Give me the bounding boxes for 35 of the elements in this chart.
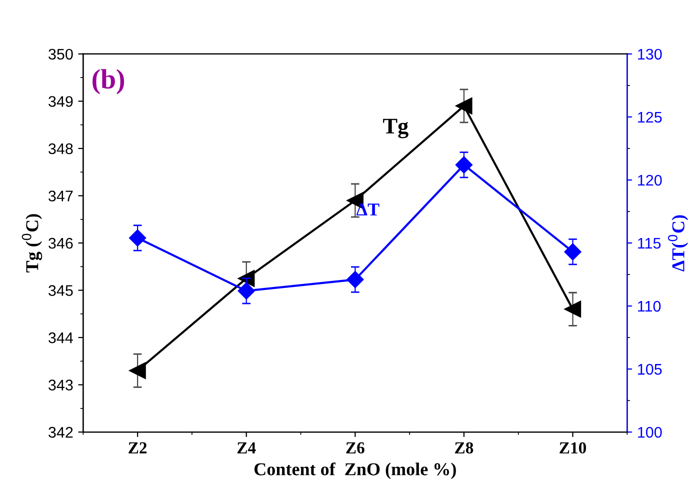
point bbox=[238, 282, 255, 300]
x-tick-label: Z8 bbox=[455, 442, 474, 454]
y2-tick-label: 100 bbox=[638, 426, 662, 438]
y-tick-label: 343 bbox=[48, 380, 73, 390]
y2-axis-title: ΔT($^{0}$C) bbox=[668, 215, 688, 272]
point bbox=[346, 271, 364, 288]
point bbox=[564, 300, 582, 318]
y-axis-title: Tg ($^{0}$C) bbox=[22, 214, 42, 272]
y-tick-label: 342 bbox=[48, 426, 73, 438]
y-tick-label: 348 bbox=[48, 143, 73, 154]
x-tick-label: Z2 bbox=[128, 442, 147, 454]
point bbox=[129, 229, 146, 247]
x-tick-label: Z10 bbox=[560, 442, 586, 454]
series-label: ΔT bbox=[356, 204, 380, 216]
x-tick-label: Z4 bbox=[237, 442, 256, 454]
y-tick-label: 349 bbox=[48, 96, 73, 107]
y-tick-label: 350 bbox=[48, 48, 73, 60]
y2-tick-label: 115 bbox=[638, 238, 661, 249]
y2-tick-label: 110 bbox=[638, 300, 661, 312]
y-tick-label: 345 bbox=[48, 285, 73, 296]
y-tick-label: 347 bbox=[48, 190, 73, 202]
annotation: (b) bbox=[92, 69, 124, 94]
y2-tick-label: 125 bbox=[638, 112, 662, 123]
y2-tick-label: 130 bbox=[638, 48, 662, 60]
y-tick-label: 344 bbox=[48, 332, 73, 344]
x-tick-label: Z6 bbox=[346, 442, 364, 454]
point bbox=[455, 156, 473, 174]
point bbox=[564, 243, 582, 260]
x-axis-title: Content of ZnO (mole %) bbox=[254, 462, 456, 480]
y-tick-label: 346 bbox=[48, 238, 73, 249]
y2-tick-label: 120 bbox=[638, 174, 662, 186]
y2-tick-label: 105 bbox=[638, 364, 662, 375]
point bbox=[456, 98, 472, 114]
point bbox=[129, 362, 146, 379]
series-label: Tg bbox=[383, 118, 408, 138]
